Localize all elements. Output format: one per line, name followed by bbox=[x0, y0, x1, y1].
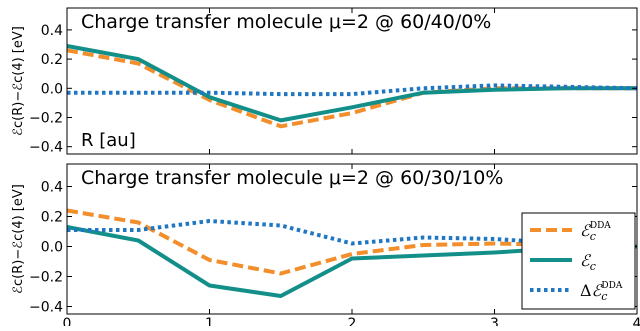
legend-label-1: ℰcDDA bbox=[580, 221, 611, 243]
x-tick-label: 1 bbox=[205, 316, 214, 326]
y-tick-label: 0.4 bbox=[41, 23, 63, 39]
y-tick-label: −0.4 bbox=[29, 300, 63, 316]
y-tick-label: −0.2 bbox=[29, 111, 63, 127]
y-axis-label: ℰc(R)−ℰc(4) [eV] bbox=[11, 26, 26, 136]
x-tick-label: 3 bbox=[490, 316, 499, 326]
y-axis-label: ℰc(R)−ℰc(4) [eV] bbox=[11, 184, 26, 294]
panel-top: 0.4 0.2 0.0 −0.2 −0.4ℰc(R)−ℰc(4) [eV] Charge … bbox=[11, 7, 638, 156]
y-tick-label: −0.2 bbox=[29, 270, 63, 286]
x-tick-label: 2 bbox=[348, 316, 357, 326]
y-tick-label: 0.2 bbox=[41, 210, 63, 226]
y-tick-label: 0.2 bbox=[41, 52, 63, 68]
y-tick-label: 0.0 bbox=[41, 240, 63, 256]
x-tick-label: 4 bbox=[633, 316, 640, 326]
series-line-1 bbox=[66, 48, 637, 129]
x-tick-label: 0 bbox=[63, 316, 72, 326]
panel-bottom: 0.4 0.2 0.0 −0.2 −0.40 1 2 3 4 ℰc(R)−ℰc(4) [eV] Ch… bbox=[11, 163, 640, 331]
legend-label-2: ℰc bbox=[580, 251, 596, 273]
panel-title: Charge transfer molecule μ=2 @ 60/30/10% bbox=[81, 167, 503, 189]
inset-label: R [au] bbox=[81, 130, 136, 151]
series-line-2 bbox=[66, 44, 637, 123]
y-tick-label: 0.4 bbox=[41, 180, 63, 196]
y-tick-label: −0.4 bbox=[29, 140, 63, 156]
legend-label-3: ΔℰcDDA bbox=[580, 281, 623, 303]
panel-title: Charge transfer molecule μ=2 @ 60/40/0% bbox=[81, 11, 491, 33]
y-tick-label: 0.0 bbox=[41, 81, 63, 97]
